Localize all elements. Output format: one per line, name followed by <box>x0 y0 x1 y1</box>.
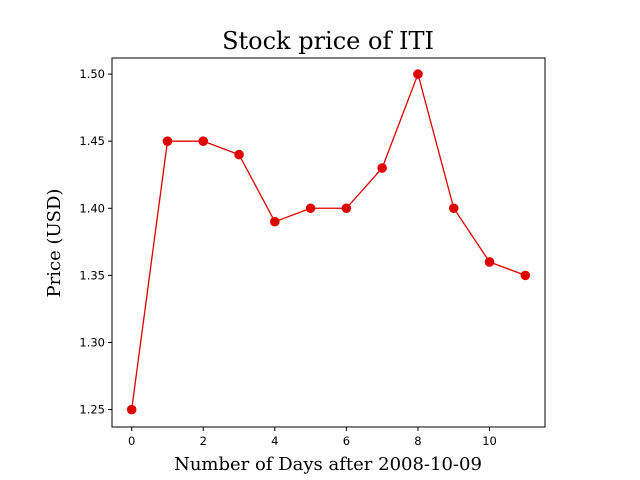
data-point <box>484 257 495 267</box>
data-point <box>198 136 209 146</box>
x-tick-label: 8 <box>414 434 421 448</box>
plot-frame <box>111 57 546 428</box>
y-tick-label: 1.25 <box>79 403 105 417</box>
series-line <box>131 71 526 410</box>
y-tick-label: 1.45 <box>79 134 105 148</box>
x-axis-label: Number of Days after 2008-10-09 <box>174 454 482 475</box>
y-tick-label: 1.40 <box>79 201 105 215</box>
data-point <box>520 270 531 281</box>
y-axis-label: Price (USD) <box>44 189 65 298</box>
x-tick-label: 4 <box>271 434 278 448</box>
x-tick-label: 0 <box>128 434 135 448</box>
data-point <box>126 404 137 415</box>
data-point <box>448 203 459 214</box>
plot-area: 0 2 4 6 8 10 1.25 1.30 1.35 1.40 1.45 1.50 <box>79 57 546 448</box>
chart-title: Stock price of ITI <box>222 27 434 55</box>
y-tick-label: 1.35 <box>79 268 105 282</box>
data-point <box>270 216 280 227</box>
data-point <box>305 203 316 214</box>
y-tick-label: 1.50 <box>79 67 105 81</box>
data-point <box>413 69 423 79</box>
data-point <box>377 163 387 173</box>
y-tick-label: 1.30 <box>79 335 105 349</box>
data-point <box>162 136 173 146</box>
x-tick-label: 2 <box>200 434 207 448</box>
x-tick-label: 6 <box>343 434 350 448</box>
data-point <box>234 149 244 160</box>
x-tick-label: 10 <box>482 434 497 448</box>
data-point <box>341 203 352 214</box>
